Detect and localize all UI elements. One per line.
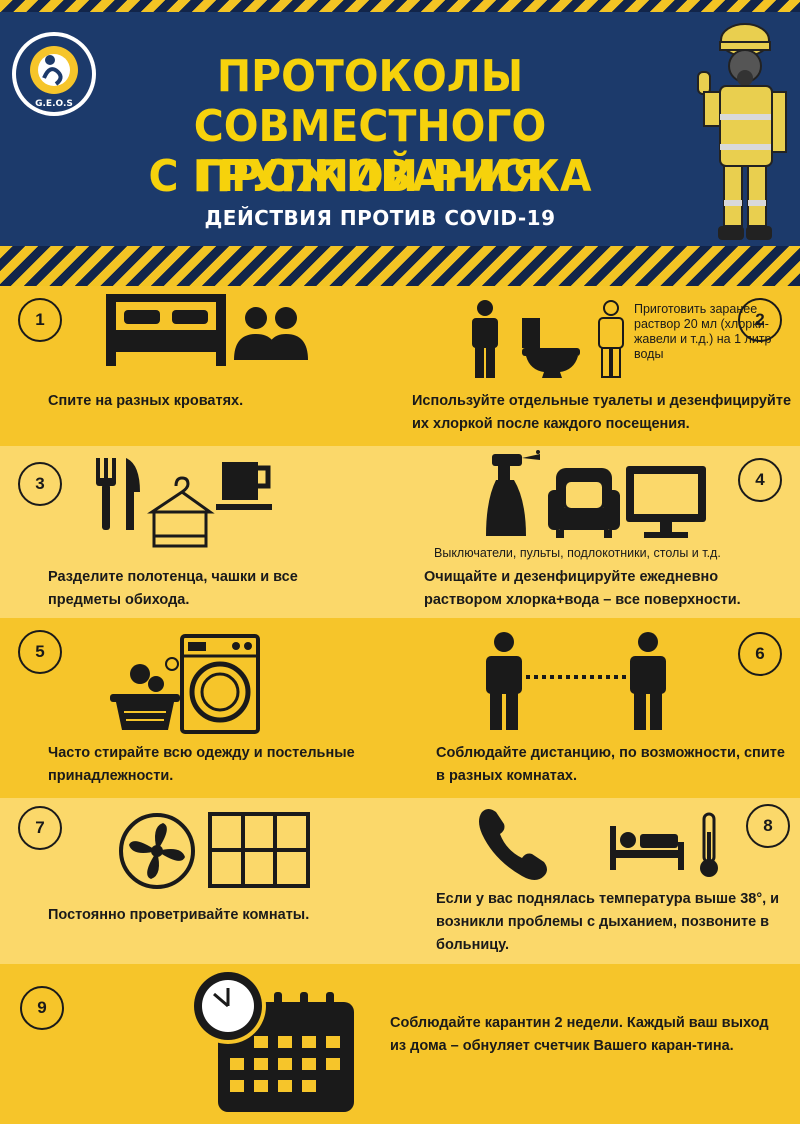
item-text-1: Спите на разных кроватях. (48, 393, 244, 409)
sick-bed-icon (610, 826, 684, 870)
item-text-9: Соблюдайте карантин 2 недели. Каждый ваш… (390, 1015, 769, 1054)
phone-icon (479, 809, 547, 880)
hazard-stripes-top (0, 0, 800, 12)
spray-bottle-icon (486, 450, 540, 536)
hazard-stripes-bottom (0, 246, 800, 286)
window-icon (208, 812, 310, 888)
item-number-6: 6 (738, 632, 782, 676)
item-text-7: Постоянно проветривайте комнаты. (48, 907, 310, 923)
distance-dots-icon (526, 675, 626, 679)
person-icon-left (486, 632, 522, 730)
bed-icon (106, 294, 226, 366)
person-outline-icon (598, 300, 624, 378)
item-number-4: 4 (738, 458, 782, 502)
item-text-8: Если у вас поднялась температура выше 38… (436, 891, 780, 953)
fork-knife-icon (96, 458, 140, 530)
geos-logo-icon: G.E.O.S (12, 32, 96, 116)
title-line-3: С ГРУППОЙ РИСКА (148, 151, 592, 202)
item-number-1: 1 (18, 298, 62, 342)
firefighter-icon (697, 23, 787, 240)
laundry-basket-icon (110, 657, 180, 730)
item-text-4: Очищайте и дезенфицируйте ежедневно раст… (424, 569, 741, 608)
item-number-5: 5 (18, 630, 62, 674)
armchair-icon (548, 468, 620, 538)
title-line-2: СОВМЕСТНОГО ПРОЖИВАНИЯ (193, 101, 547, 202)
item-note-4: Выключатели, пульты, подлокотники, столы… (434, 546, 721, 560)
item-number-7: 7 (18, 806, 62, 850)
towel-hanger-icon (147, 476, 215, 548)
logo-text: G.E.O.S (35, 99, 73, 109)
cup-icon (216, 462, 272, 510)
people-icon (234, 307, 308, 360)
item-number-3: 3 (18, 462, 62, 506)
person-icon-right (630, 632, 666, 730)
item-note-2: Приготовить заранее раствор 20 мл (хлорк… (634, 302, 772, 361)
item-number-9: 9 (20, 986, 64, 1030)
item-text-3: Разделите полотенца, чашки и все предмет… (48, 569, 298, 608)
toilet-icon (522, 318, 580, 378)
item-text-6: Соблюдайте дистанцию, по возможности, сп… (436, 745, 785, 784)
clock-calendar-group (190, 968, 354, 1112)
clock-icon (190, 968, 266, 1044)
title-line-1: ПРОТОКОЛЫ (216, 51, 524, 102)
subtitle: ДЕЙСТВИЯ ПРОТИВ COVID-19 (204, 206, 556, 230)
item-text-2: Используйте отдельные туалеты и дезенфиц… (412, 393, 792, 432)
monitor-icon (626, 466, 706, 538)
fan-icon (119, 813, 195, 889)
item-text-5: Часто стирайте всю одежду и постельные п… (48, 745, 355, 784)
person-icon (472, 300, 498, 378)
washing-machine-icon (180, 634, 260, 734)
header-banner: G.E.O.S ПРОТОКОЛЫ СОВМЕСТНОГО ПРОЖИВАНИЯ… (0, 0, 800, 286)
item-number-8: 8 (746, 804, 790, 848)
item-number-2: 2 (738, 298, 782, 342)
thermometer-icon (700, 812, 718, 877)
row-9 (0, 964, 800, 1124)
